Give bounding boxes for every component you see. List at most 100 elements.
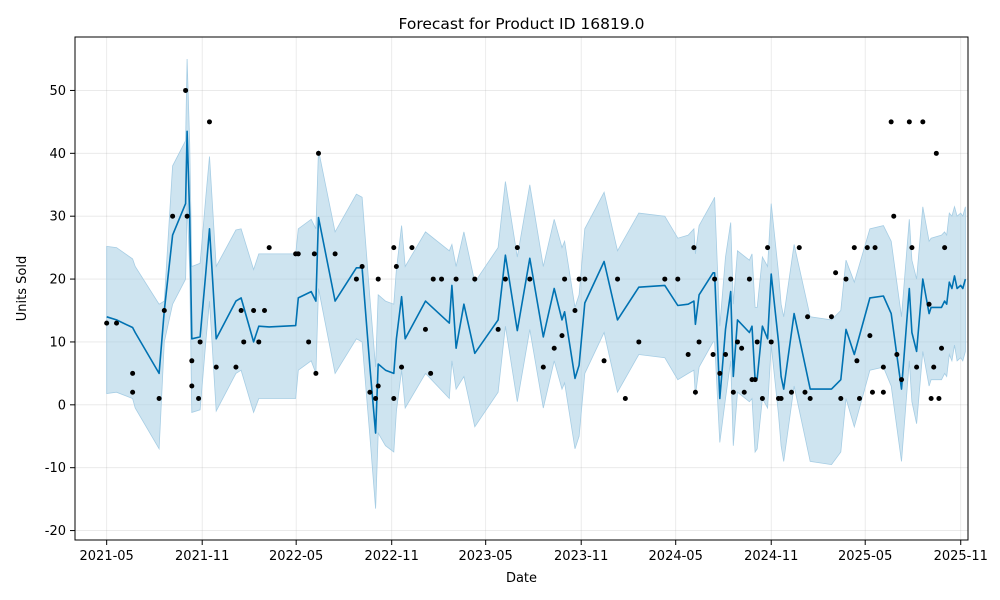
observed-point <box>572 308 578 314</box>
observed-point <box>880 364 886 370</box>
observed-point <box>197 339 203 345</box>
observed-point <box>867 333 873 339</box>
observed-point <box>805 314 811 320</box>
x-axis-ticks: 2021-05 2021-11 2022-05 2022-11 2023-05 2023-… <box>80 540 988 564</box>
observed-point <box>765 245 771 251</box>
observed-point <box>256 339 262 345</box>
observed-point <box>189 358 195 364</box>
forecast-line <box>106 130 967 434</box>
observed-point <box>936 396 942 402</box>
x-axis-label: Date <box>506 571 537 586</box>
x-tick-label: 2021-11 <box>175 549 229 564</box>
observed-point <box>391 245 397 251</box>
observed-point <box>104 320 110 326</box>
observed-point <box>802 389 808 395</box>
observed-point <box>540 364 546 370</box>
observed-point <box>778 396 784 402</box>
x-tick-label: 2025-11 <box>934 549 988 564</box>
observed-point <box>864 245 870 251</box>
observed-point <box>788 389 794 395</box>
observed-point <box>527 276 533 282</box>
observed-point <box>170 213 176 219</box>
x-tick-label: 2023-11 <box>554 549 608 564</box>
observed-point <box>622 396 628 402</box>
observed-point <box>130 370 136 376</box>
x-tick-label: 2025-05 <box>838 549 892 564</box>
x-tick-label: 2022-05 <box>269 549 323 564</box>
observed-point <box>746 276 752 282</box>
observed-point <box>691 245 697 251</box>
observed-point <box>196 396 202 402</box>
observed-point <box>685 352 691 358</box>
observed-point <box>843 276 849 282</box>
x-tick-label: 2023-05 <box>459 549 513 564</box>
observed-point <box>375 276 381 282</box>
observed-point <box>359 263 365 269</box>
observed-point <box>311 251 317 257</box>
x-tick-label: 2021-05 <box>80 549 134 564</box>
observed-point <box>728 276 734 282</box>
x-tick-label: 2022-11 <box>365 549 419 564</box>
observed-point <box>851 245 857 251</box>
observed-point <box>251 308 257 314</box>
observed-point <box>332 251 338 257</box>
observed-point <box>675 276 681 282</box>
y-tick-label: -10 <box>45 461 66 476</box>
observed-point <box>241 339 247 345</box>
observed-point <box>576 276 582 282</box>
observed-point <box>741 389 747 395</box>
observed-point <box>710 352 716 358</box>
observed-point <box>439 276 445 282</box>
observed-point <box>262 308 268 314</box>
observed-point <box>161 308 167 314</box>
observed-point <box>909 245 915 251</box>
observed-point <box>313 370 319 376</box>
observed-point <box>238 308 244 314</box>
observed-point <box>213 364 219 370</box>
observed-point <box>559 333 565 339</box>
observed-point <box>796 245 802 251</box>
observed-point <box>295 251 301 257</box>
observed-point <box>315 150 321 156</box>
observed-point <box>601 358 607 364</box>
observed-point <box>869 389 875 395</box>
observed-point <box>914 364 920 370</box>
observed-point <box>430 276 436 282</box>
observed-point <box>692 389 698 395</box>
observed-points <box>104 87 948 402</box>
observed-point <box>428 370 434 376</box>
observed-point <box>933 150 939 156</box>
observed-point <box>422 326 428 332</box>
observed-point <box>373 396 379 402</box>
y-tick-label: 40 <box>49 147 66 162</box>
plot-frame <box>74 36 969 541</box>
observed-point <box>856 396 862 402</box>
observed-point <box>502 276 508 282</box>
observed-point <box>768 339 774 345</box>
observed-point <box>306 339 312 345</box>
observed-point <box>184 213 190 219</box>
observed-point <box>906 119 912 125</box>
observed-point <box>399 364 405 370</box>
observed-point <box>189 383 195 389</box>
y-tick-label: -20 <box>45 524 66 539</box>
y-axis-ticks: -20 -10 0 10 20 30 40 50 <box>45 84 75 539</box>
observed-point <box>880 389 886 395</box>
observed-point <box>872 245 878 251</box>
uncertainty-band <box>106 58 966 509</box>
observed-point <box>888 119 894 125</box>
observed-point <box>752 377 758 383</box>
observed-point <box>130 389 136 395</box>
observed-point <box>899 377 905 383</box>
y-tick-label: 10 <box>49 335 66 350</box>
observed-point <box>696 339 702 345</box>
observed-point <box>920 119 926 125</box>
observed-point <box>926 301 932 307</box>
chart-title: Forecast for Product ID 16819.0 <box>398 15 644 33</box>
x-tick-label: 2024-11 <box>744 549 798 564</box>
observed-point <box>662 276 668 282</box>
observed-point <box>807 396 813 402</box>
observed-point <box>367 389 373 395</box>
observed-point <box>838 396 844 402</box>
